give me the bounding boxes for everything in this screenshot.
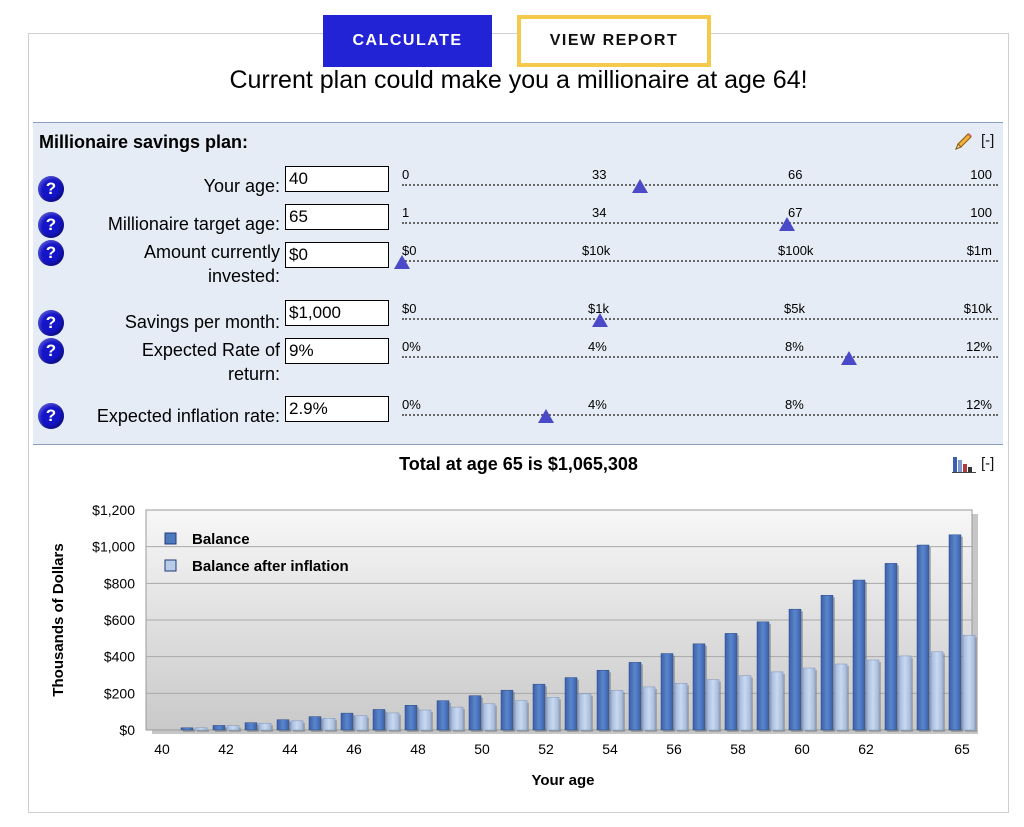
slider-tick: $0 [402, 301, 417, 316]
target-age-input[interactable] [285, 204, 389, 230]
slider-tick: 0% [402, 397, 421, 412]
collapse-panel-button[interactable]: [-] [981, 132, 995, 149]
slider-thumb[interactable] [394, 255, 410, 269]
savings-month-slider[interactable]: $0 $1k $5k $10k [402, 301, 998, 327]
collapse-chart-button[interactable]: [-] [981, 455, 995, 472]
slider-thumb[interactable] [632, 179, 649, 193]
slider-thumb[interactable] [841, 351, 857, 365]
panel-title: Millionaire savings plan: [39, 132, 249, 152]
slider-tick: 4% [588, 339, 607, 354]
inflation-rate-slider[interactable]: 0% 4% 8% 12% [402, 397, 998, 423]
slider-tick: 8% [785, 397, 804, 412]
slider-tick: 33 [592, 167, 607, 182]
rate-return-input[interactable] [285, 338, 389, 364]
slider-tick: 100 [970, 167, 992, 182]
help-icon-target-age[interactable]: ? [38, 212, 64, 238]
help-icon-rate-return[interactable]: ? [38, 338, 64, 364]
slider-thumb[interactable] [592, 313, 609, 327]
help-icon-amount-invested[interactable]: ? [38, 240, 64, 266]
help-icon-your-age[interactable]: ? [38, 176, 64, 202]
slider-tick: 0 [402, 167, 410, 182]
amount-invested-slider[interactable]: $0 $10k $100k $1m [394, 243, 998, 269]
edit-pencil-icon[interactable] [952, 131, 974, 153]
result-headline: Current plan could make you a millionair… [229, 66, 808, 94]
slider-tick: 1 [402, 205, 410, 220]
slider-tick: 8% [785, 339, 804, 354]
amount-invested-input[interactable] [285, 242, 389, 268]
slider-tick: $100k [778, 243, 814, 258]
view-report-button[interactable]: VIEW REPORT [517, 15, 711, 67]
help-icon-inflation-rate[interactable]: ? [38, 403, 64, 429]
slider-tick: $0 [402, 243, 417, 258]
label-your-age: Your age: [203, 176, 280, 196]
calculate-button[interactable]: CALCULATE [323, 15, 492, 67]
savings-plan-panel: Millionaire savings plan: [-] ? Your age… [33, 122, 1003, 445]
slider-tick: 100 [970, 205, 992, 220]
slider-tick: $5k [784, 301, 805, 316]
slider-tick: 12% [965, 339, 992, 354]
slider-tick: 0% [402, 339, 421, 354]
slider-tick: 67 [788, 205, 803, 220]
rate-return-slider[interactable]: 0% 4% 8% 12% [402, 339, 998, 365]
label-target-age: Millionaire target age: [107, 214, 280, 234]
slider-thumb[interactable] [538, 409, 555, 423]
your-age-slider[interactable]: 0 33 66 100 [402, 167, 998, 193]
label-inflation-rate: Expected inflation rate: [96, 406, 280, 426]
help-icon-savings-month[interactable]: ? [38, 310, 64, 336]
savings-month-input[interactable] [285, 300, 389, 326]
your-age-input[interactable] [285, 166, 389, 192]
slider-tick: 12% [965, 397, 992, 412]
slider-tick: $10k [582, 243, 611, 258]
label-rate-return: Expected Rate of return: [141, 340, 280, 384]
slider-tick: 4% [588, 397, 607, 412]
slider-thumb[interactable] [779, 217, 796, 231]
slider-tick: 34 [592, 205, 607, 220]
slider-tick: $1m [966, 243, 992, 258]
total-summary: Total at age 65 is $1,065,308 [399, 454, 638, 474]
target-age-slider[interactable]: 1 34 67 100 [402, 205, 998, 231]
bar-chart-icon[interactable] [952, 455, 976, 473]
label-savings-month: Savings per month: [124, 312, 280, 332]
slider-tick: 66 [788, 167, 803, 182]
slider-tick: $1k [588, 301, 609, 316]
slider-tick: $10k [963, 301, 992, 316]
inflation-rate-input[interactable] [285, 396, 389, 422]
label-amount-invested: Amount currently invested: [143, 242, 280, 286]
